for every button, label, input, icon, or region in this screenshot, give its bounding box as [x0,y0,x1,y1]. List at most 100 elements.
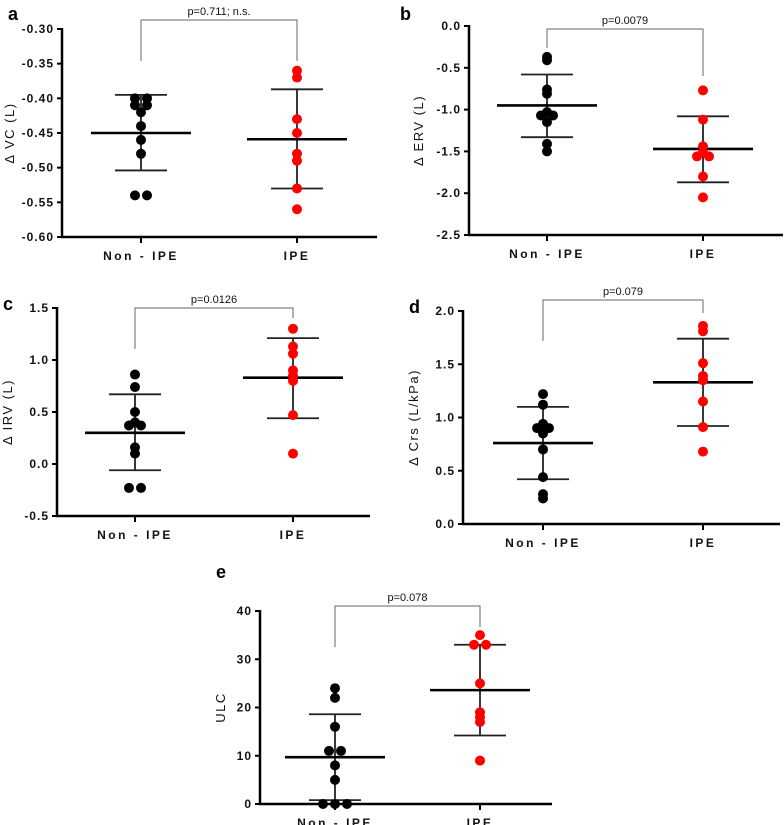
significance-bracket [546,28,704,76]
x-tick-label: Non - IPE [509,247,585,261]
data-point-ipe [698,422,708,433]
data-point-ipe [292,72,302,83]
panel-letter: a [8,4,19,24]
data-point-ipe [698,192,708,203]
y-tick-label: -0.5 [24,509,49,523]
data-point-ipe [288,375,298,386]
x-tick-label: IPE [284,249,311,263]
y-tick-label: 1.5 [29,301,49,315]
data-point-ipe [292,155,302,166]
x-tick-label: IPE [280,528,307,542]
x-tick-label: IPE [467,816,494,825]
data-point-ipe [292,114,302,125]
y-tick-label: -0.50 [22,161,54,175]
y-tick-label: -0.30 [22,22,54,36]
y-axis-label: Δ ERV (L) [411,95,426,166]
data-point-non-ipe [542,88,552,99]
y-tick-label: 0.5 [29,405,49,419]
data-point-ipe [698,171,708,182]
y-tick-label: 0.0 [441,19,461,33]
data-point-non-ipe [136,482,146,493]
data-point-non-ipe [542,146,552,157]
data-point-ipe [481,639,491,650]
y-tick-label: 0.0 [29,457,49,471]
data-point-non-ipe [330,774,340,785]
data-point-non-ipe [136,121,146,132]
data-point-ipe [288,323,298,334]
p-value-label: p=0.0126 [191,294,237,306]
y-tick-label: 1.0 [29,353,49,367]
y-tick-label: -0.45 [22,126,54,140]
x-tick-label: Non - IPE [505,536,581,550]
data-point-non-ipe [538,444,548,455]
data-point-non-ipe [330,721,340,732]
data-point-ipe [704,151,714,162]
y-tick-label: 0 [244,797,252,811]
data-point-ipe [292,65,302,76]
panel-d: d 2.0 1.5 1.0 0.5 0.0 Δ Crs (L/kPa) Non - IPE IP… [406,286,780,550]
p-value-label: p=0.078 [387,592,427,604]
data-point-non-ipe [538,399,548,410]
data-point-non-ipe [130,382,140,393]
panel-letter: c [3,294,13,314]
data-point-non-ipe [548,110,558,121]
y-tick-label: 20 [237,701,252,715]
data-point-non-ipe [542,138,552,149]
data-point-ipe [288,341,298,352]
p-value-label: p=0.711; n.s. [187,6,250,18]
y-tick-label: 1.5 [435,357,455,371]
y-axis-label: Δ IRV (L) [0,379,15,445]
y-axis-label: Δ VC (L) [2,102,17,163]
y-tick-label: -0.40 [22,91,54,105]
data-point-non-ipe [130,407,140,417]
data-point-non-ipe [130,369,140,380]
data-point-non-ipe [130,93,140,104]
data-point-non-ipe [342,799,352,809]
data-point-non-ipe [130,448,140,459]
data-point-non-ipe [330,692,340,703]
y-tick-label: 1.0 [435,411,455,425]
data-point-ipe [698,326,708,337]
data-point-non-ipe [542,55,552,66]
x-tick-label: Non - IPE [297,816,373,825]
y-tick-label: 0.0 [435,517,455,531]
data-point-ipe [698,358,708,369]
data-point-non-ipe [136,148,146,159]
x-tick-label: IPE [690,247,717,261]
panel-b: b 0.0 -0.5 -1.0 -1.5 -2.0 -2.5 Δ ERV (L) Non - I… [400,4,783,261]
data-point-non-ipe [324,745,334,756]
data-point-ipe [698,375,708,386]
data-point-non-ipe [542,117,552,128]
y-tick-label: 0.5 [435,464,455,478]
data-point-non-ipe [136,134,146,145]
significance-bracket [134,307,294,349]
panel-letter: b [400,4,411,24]
data-point-ipe [292,204,302,215]
data-point-ipe [475,678,485,689]
x-tick-label: Non - IPE [97,528,173,542]
data-point-ipe [475,755,485,766]
significance-bracket [334,605,481,647]
y-tick-label: -1.5 [436,144,461,158]
data-point-non-ipe [538,428,548,439]
data-point-non-ipe [124,482,134,493]
p-value-label: p=0.0079 [602,15,648,27]
panel-e: e 40 30 20 10 0 ULC Non - IPE IPE p=0.078 [213,562,552,825]
data-point-ipe [469,639,479,650]
data-point-ipe [292,183,302,194]
data-point-non-ipe [538,493,548,504]
data-point-non-ipe [142,190,152,201]
y-tick-label: 2.0 [435,304,455,318]
data-point-non-ipe [136,420,146,431]
significance-bracket [140,19,298,61]
data-point-non-ipe [336,745,346,756]
data-point-non-ipe [130,190,140,201]
data-point-ipe [698,396,708,407]
data-point-ipe [288,448,298,459]
y-tick-label: 40 [237,604,252,618]
y-tick-label: -0.5 [436,61,461,75]
data-point-ipe [698,446,708,457]
y-tick-label: -0.60 [22,230,54,244]
data-point-ipe [698,85,708,96]
